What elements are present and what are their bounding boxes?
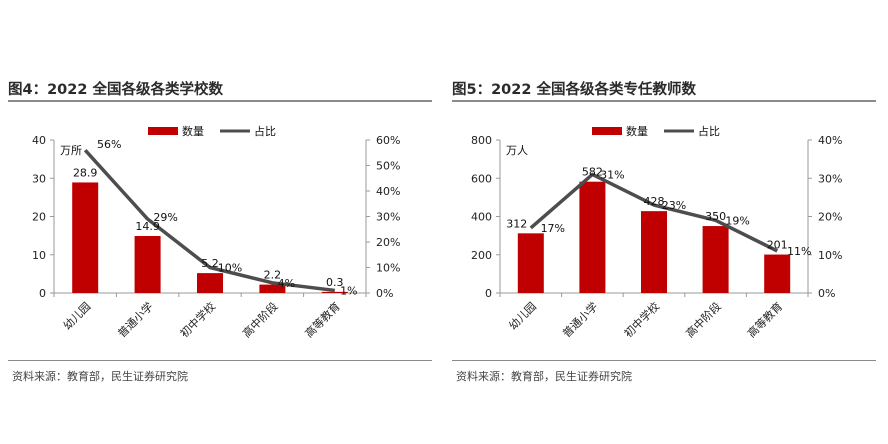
share-value-label-0: 56% xyxy=(97,138,121,151)
y-left-tick-label: 20 xyxy=(32,211,46,224)
bar-4 xyxy=(321,291,348,293)
bar-0 xyxy=(517,233,544,293)
unit-label: 万人 xyxy=(506,144,528,157)
y-right-tick-label: 0% xyxy=(376,287,393,300)
y-right-tick-label: 10% xyxy=(376,262,400,275)
y-left-tick-label: 400 xyxy=(471,211,492,224)
share-value-label-4: 1% xyxy=(340,284,357,297)
y-right-tick-label: 30% xyxy=(818,172,842,185)
y-left-tick-label: 10 xyxy=(32,249,46,262)
y-right-tick-label: 10% xyxy=(818,249,842,262)
category-label-2: 初中学校 xyxy=(621,299,662,340)
title-rule xyxy=(452,100,876,102)
y-left-tick-label: 800 xyxy=(471,134,492,147)
category-label-0: 幼儿园 xyxy=(506,300,539,333)
share-value-label-1: 31% xyxy=(600,168,624,181)
bar-2 xyxy=(641,211,667,293)
chart-panel-teacher-count: 图5：2022 全国各级各类专任教师数 数量 占比 0 200 400 600 800 0% 1… xyxy=(452,0,878,444)
title-rule xyxy=(8,100,432,102)
bar-value-label-3: 2.2 xyxy=(264,269,282,282)
category-label-3: 高中阶段 xyxy=(683,299,724,340)
bar-0 xyxy=(72,182,99,293)
legend-bar-swatch xyxy=(148,127,178,135)
y-left-tick-label: 0 xyxy=(39,287,46,300)
bar-value-label-0: 312 xyxy=(506,217,527,230)
category-label-2: 初中学校 xyxy=(177,299,218,340)
y-right-tick-label: 20% xyxy=(376,236,400,249)
share-value-label-3: 19% xyxy=(725,214,749,227)
bar-value-label-0: 28.9 xyxy=(73,166,98,179)
legend-bar-label: 数量 xyxy=(626,125,648,138)
y-right-tick-label: 50% xyxy=(376,160,400,173)
y-right-tick-label: 20% xyxy=(818,211,842,224)
y-left-tick-label: 600 xyxy=(471,172,492,185)
bar-2 xyxy=(197,273,223,293)
y-right-tick-label: 60% xyxy=(376,134,400,147)
bar-value-label-4: 201 xyxy=(767,239,788,252)
bar-1 xyxy=(579,181,606,293)
category-label-0: 幼儿园 xyxy=(61,300,94,333)
bar-value-label-4: 0.3 xyxy=(326,276,344,289)
chart-teacher-count: 数量 占比 0 200 400 600 800 0% 10% 20% 30% 40% 万人 312 582 4… xyxy=(471,124,842,340)
share-value-label-3: 4% xyxy=(278,277,295,290)
y-right-tick-label: 40% xyxy=(818,134,842,147)
chart-school-count: 数量 占比 0 10 20 30 40 0% 10% 20% 30% 40% 50% 60% 万所 28.9 1… xyxy=(32,124,400,340)
bar-value-label-2: 5.2 xyxy=(201,257,219,270)
source-note: 资料来源：教育部，民生证券研究院 xyxy=(456,370,632,383)
bar-4 xyxy=(764,254,791,293)
chart-title: 图5：2022 全国各级各类专任教师数 xyxy=(452,82,696,98)
y-left-tick-label: 40 xyxy=(32,134,46,147)
y-left-tick-label: 30 xyxy=(32,172,46,185)
y-right-tick-label: 30% xyxy=(376,211,400,224)
bar-1 xyxy=(134,236,161,293)
bar-3 xyxy=(259,284,286,293)
share-value-label-0: 17% xyxy=(541,222,565,235)
source-note: 资料来源：教育部，民生证券研究院 xyxy=(12,370,188,383)
category-label-1: 普通小学 xyxy=(560,299,601,340)
bar-value-label-1: 582 xyxy=(582,166,603,179)
bar-3 xyxy=(702,226,729,293)
chart-panel-school-count: 图4：2022 全国各级各类学校数 数量 占比 0 10 20 30 40 0% 10% 20% 3… xyxy=(8,0,434,444)
chart-title: 图4：2022 全国各级各类学校数 xyxy=(8,82,223,98)
y-left-tick-label: 0 xyxy=(485,287,492,300)
legend-line-label: 占比 xyxy=(698,124,720,138)
legend-line-label: 占比 xyxy=(254,124,276,138)
source-rule xyxy=(8,360,432,361)
share-value-label-2: 10% xyxy=(218,262,242,275)
y-right-tick-label: 0% xyxy=(818,287,835,300)
share-value-label-2: 23% xyxy=(662,199,686,212)
legend-bar-swatch xyxy=(592,127,622,135)
share-value-label-4: 11% xyxy=(787,245,811,258)
source-rule xyxy=(452,360,876,361)
bar-value-label-2: 428 xyxy=(644,195,665,208)
y-right-tick-label: 40% xyxy=(376,185,400,198)
y-left-tick-label: 200 xyxy=(471,249,492,262)
category-label-4: 高等教育 xyxy=(744,299,785,340)
category-label-4: 高等教育 xyxy=(302,299,343,340)
bar-value-label-3: 350 xyxy=(705,210,726,223)
bar-value-label-1: 14.9 xyxy=(135,220,160,233)
category-label-3: 高中阶段 xyxy=(240,299,281,340)
unit-label: 万所 xyxy=(60,144,82,157)
category-label-1: 普通小学 xyxy=(115,299,156,340)
legend-bar-label: 数量 xyxy=(182,125,204,138)
share-value-label-1: 29% xyxy=(153,211,177,224)
